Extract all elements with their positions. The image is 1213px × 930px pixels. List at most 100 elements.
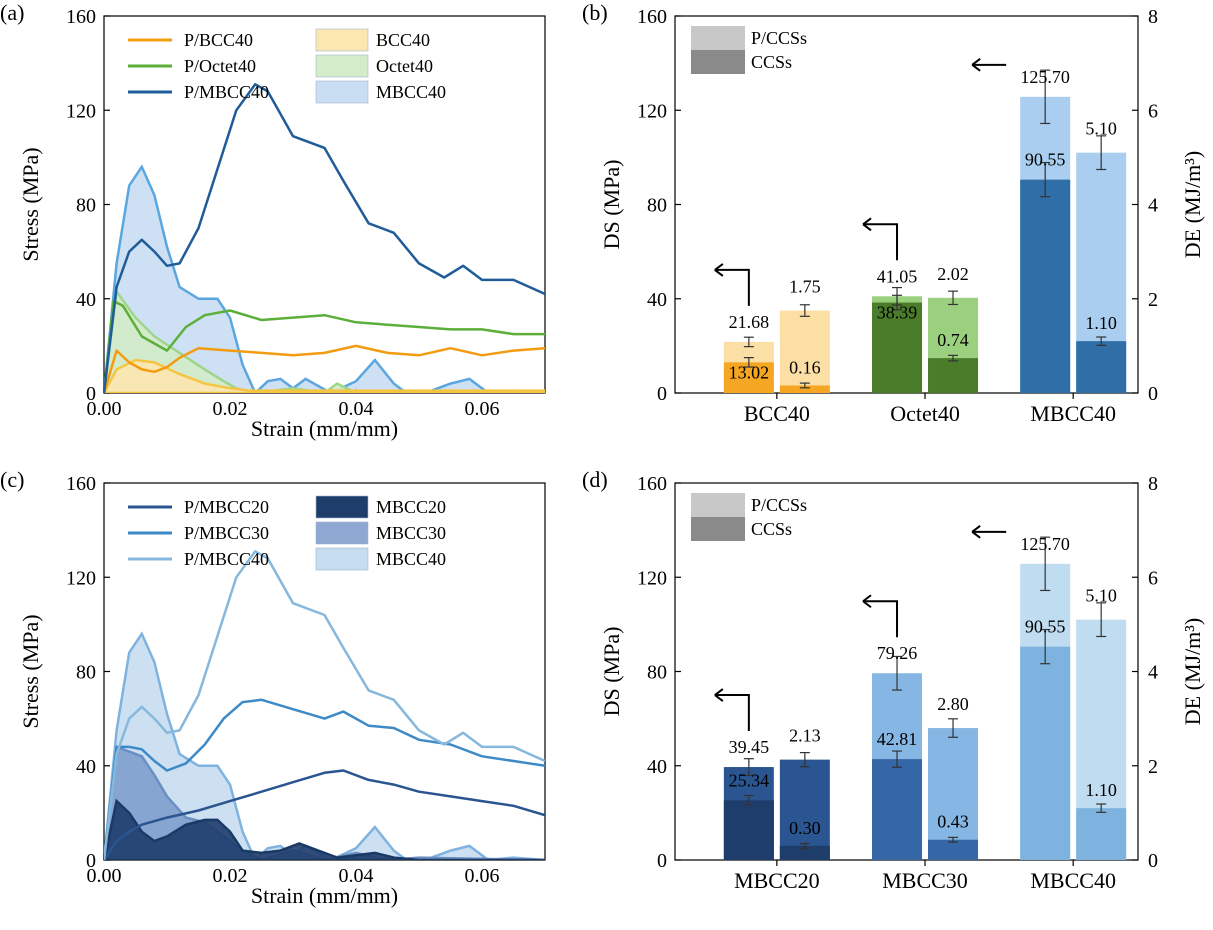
legend-swatch xyxy=(315,54,369,78)
y-tick-label: 80 xyxy=(647,662,667,684)
legend-swatch xyxy=(315,80,369,104)
arrow-head xyxy=(714,263,724,277)
y-tick-label: 160 xyxy=(66,6,96,28)
panel-0: (a) 0 40 80 120 160 0.00 0.02 0.04 0.06 Strain (mm… xyxy=(0,0,546,441)
area-mbcc40 xyxy=(104,164,545,393)
y-tick-label: 160 xyxy=(66,473,96,495)
arrow-head xyxy=(862,594,872,609)
value-label-de-ccs: 0.43 xyxy=(937,812,969,832)
arrow-line xyxy=(714,268,750,306)
value-label-de-pccs: 5.10 xyxy=(1085,119,1117,139)
y-tick-label: 160 xyxy=(637,6,667,28)
value-label-de-pccs: 5.10 xyxy=(1085,586,1117,606)
y2-tick-label: 6 xyxy=(1148,567,1158,589)
panel-label: (b) xyxy=(582,0,608,25)
line-p-mbcc40 xyxy=(104,550,545,860)
value-label-de-pccs: 2.80 xyxy=(937,694,969,714)
y2-tick-label: 6 xyxy=(1148,100,1158,122)
value-label-de-pccs: 2.02 xyxy=(937,264,969,284)
value-label-de-ccs: 0.74 xyxy=(937,330,969,350)
y-tick-label: 0 xyxy=(86,383,96,405)
y-tick-label: 0 xyxy=(86,850,96,872)
category-label: MBCC30 xyxy=(882,868,968,893)
y-axis-label: DS (MPa) xyxy=(599,160,624,250)
plot-area xyxy=(104,83,545,393)
panel-3: (d) 0 40 80 120 160 0 2 4 6 8 DS (MPa) DE (MJ/m³) P/C… xyxy=(582,467,1205,893)
y-tick-label: 80 xyxy=(76,662,96,684)
y2-tick-label: 4 xyxy=(1148,195,1158,217)
arrow-head xyxy=(714,688,724,702)
category-label: MBCC40 xyxy=(1030,868,1116,893)
category-label: Octet40 xyxy=(890,401,960,426)
panel-1: (b) 0 40 80 120 160 0 2 4 6 8 DS (MPa) DE (MJ/m³) P/C… xyxy=(582,0,1205,426)
x-axis-label: Strain (mm/mm) xyxy=(251,416,398,441)
bar-ds-ccs xyxy=(723,800,774,860)
y-tick-label: 40 xyxy=(76,756,96,778)
bar-de-ccs xyxy=(928,358,979,393)
legend-label: BCC40 xyxy=(376,30,430,50)
legend-label: CCSs xyxy=(751,52,792,72)
y-tick-label: 120 xyxy=(637,100,667,122)
y-tick-label: 40 xyxy=(647,756,667,778)
legend-label: P/CCSs xyxy=(751,28,807,48)
value-label-ds-ccs: 90.55 xyxy=(1025,150,1066,170)
arrow-line xyxy=(714,694,750,732)
legend-label: P/MBCC40 xyxy=(184,82,269,102)
line-p-mbcc20 xyxy=(104,769,545,860)
value-label-de-ccs: 1.10 xyxy=(1085,780,1117,800)
bar-group-mbcc30: 79.26 42.81 2.80 0.43 xyxy=(862,594,979,860)
y-tick-label: 40 xyxy=(76,289,96,311)
legend-swatch xyxy=(691,50,745,74)
y-axis-label: Stress (MPa) xyxy=(18,614,43,728)
x-axis-label: Strain (mm/mm) xyxy=(251,883,398,908)
legend-swatch xyxy=(315,547,369,571)
arrow-head xyxy=(971,525,981,539)
y-tick-label: 40 xyxy=(647,289,667,311)
y-tick-label: 80 xyxy=(76,195,96,217)
value-label-ds-ccs: 90.55 xyxy=(1025,617,1066,637)
category-label: BCC40 xyxy=(744,401,810,426)
category-label: MBCC20 xyxy=(734,868,820,893)
bar-group-mbcc40: 125.70 90.55 5.10 1.10 xyxy=(971,525,1127,860)
panel-label: (c) xyxy=(0,467,24,492)
bar-group-mbcc40: 125.70 90.55 5.10 1.10 xyxy=(971,58,1127,394)
bar-ds-ccs xyxy=(1020,179,1071,393)
value-label-de-ccs: 0.30 xyxy=(789,818,821,838)
x-tick-label: 0.04 xyxy=(339,865,374,887)
bar-group-octet40: 41.05 38.39 2.02 0.74 xyxy=(862,217,979,393)
y2-tick-label: 8 xyxy=(1148,6,1158,28)
value-label-ds-ccs: 38.39 xyxy=(877,303,918,323)
x-tick-label: 0.00 xyxy=(87,865,122,887)
y-tick-label: 160 xyxy=(637,473,667,495)
legend-swatch xyxy=(691,517,745,541)
arrow-line xyxy=(863,223,899,261)
y2-axis-label: DE (MJ/m³) xyxy=(1180,151,1205,258)
legend-label: P/BCC40 xyxy=(184,30,253,50)
legend-label: MBCC30 xyxy=(376,523,446,543)
legend-label: P/CCSs xyxy=(751,495,807,515)
y2-tick-label: 2 xyxy=(1148,289,1158,311)
value-label-de-pccs: 2.13 xyxy=(789,726,821,746)
line-p-mbcc40 xyxy=(104,83,545,393)
bar-de-ccs xyxy=(1076,341,1127,393)
bar-group-bcc40: 21.68 13.02 1.75 0.16 xyxy=(714,263,830,393)
area-bcc40 xyxy=(104,358,545,393)
y2-tick-label: 8 xyxy=(1148,473,1158,495)
bar-de-ccs xyxy=(1076,808,1127,860)
legend-swatch xyxy=(315,28,369,52)
value-label-ds-pccs: 39.45 xyxy=(729,737,770,757)
x-tick-label: 0.04 xyxy=(339,398,374,420)
legend-label: P/MBCC40 xyxy=(184,549,269,569)
bar-ds-ccs xyxy=(872,302,923,393)
legend-label: P/MBCC20 xyxy=(184,497,269,517)
y2-tick-label: 0 xyxy=(1148,383,1158,405)
value-label-de-ccs: 0.16 xyxy=(789,357,821,377)
line-p-octet40 xyxy=(104,299,545,393)
y-axis-label: DS (MPa) xyxy=(599,627,624,717)
y2-tick-label: 2 xyxy=(1148,756,1158,778)
value-label-ds-pccs: 79.26 xyxy=(877,643,918,663)
value-label-ds-ccs: 13.02 xyxy=(729,362,770,382)
value-label-de-ccs: 1.10 xyxy=(1085,313,1117,333)
value-label-de-pccs: 1.75 xyxy=(789,277,821,297)
